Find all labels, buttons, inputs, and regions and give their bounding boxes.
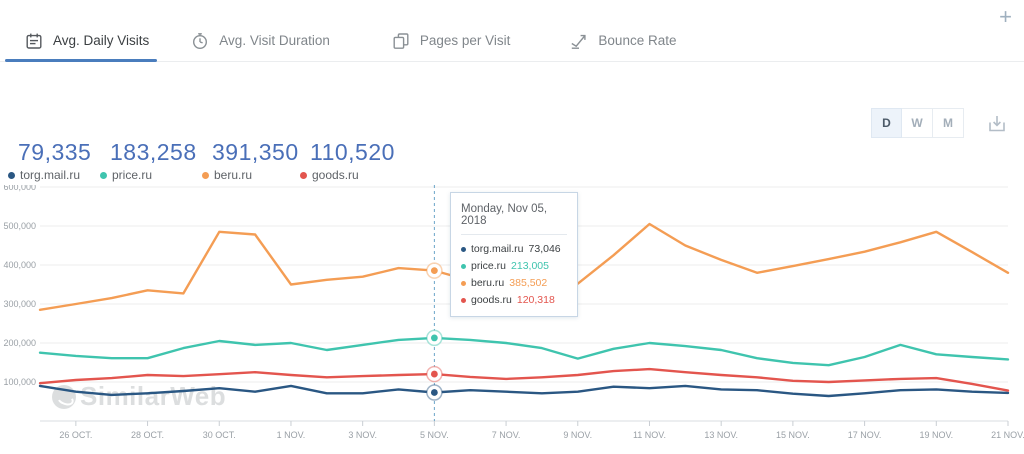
tooltip-value: 385,502 — [509, 277, 548, 289]
legend-dot — [202, 171, 209, 179]
series-line-goods.ru[interactable] — [38, 367, 1010, 392]
tooltip-dot — [461, 281, 466, 286]
metric-value: 391,350 — [212, 139, 299, 165]
x-axis-label: 28 OCT. — [131, 430, 164, 440]
watermark-text: SimilarWeb — [80, 381, 227, 411]
chart-tooltip: Monday, Nov 05, 2018 torg.mail.ru 73,046 … — [450, 192, 578, 317]
tooltip-site: beru.ru — [471, 277, 505, 289]
granularity-toggle: D W M — [871, 108, 964, 138]
legend-site: price.ru — [112, 168, 153, 182]
bounce-rate-icon — [570, 32, 588, 50]
tooltip-site: goods.ru — [471, 294, 512, 306]
x-axis-label: 15 NOV. — [776, 430, 810, 440]
tabbar-divider — [0, 61, 1024, 62]
x-axis-label: 5 NOV. — [420, 430, 449, 440]
legend-site: torg.mail.ru — [20, 168, 81, 182]
tooltip-row: torg.mail.ru 73,046 — [461, 241, 567, 258]
hover-marker-torg.mail.ru — [430, 389, 438, 396]
x-axis-label: 11 NOV. — [633, 430, 666, 440]
hover-marker-goods.ru — [430, 370, 438, 378]
metric-torg-mail-ru: 79,335 torg.mail.ru — [8, 139, 91, 182]
legend-dot — [8, 171, 15, 179]
metric-goods-ru: 110,520 goods.ru — [300, 139, 395, 182]
active-tab-underline — [5, 59, 157, 62]
legend-dot — [300, 171, 307, 179]
tooltip-value: 120,318 — [516, 294, 555, 306]
granularity-day-button[interactable]: D — [871, 108, 902, 138]
x-axis-label: 7 NOV. — [492, 430, 521, 440]
tab-label: Pages per Visit — [419, 33, 511, 48]
hover-marker-price.ru — [430, 334, 438, 342]
tab-avg-daily-visits[interactable]: Avg. Daily Visits — [25, 32, 149, 50]
x-axis-label: 21 NOV. — [991, 430, 1024, 440]
y-axis-label: 100,000 — [3, 377, 36, 387]
metric-beru-ru: 391,350 beru.ru — [202, 139, 299, 182]
x-axis-label: 19 NOV. — [919, 430, 953, 440]
legend-item[interactable]: price.ru — [100, 168, 197, 182]
tab-label: Bounce Rate — [598, 33, 677, 48]
tab-label: Avg. Visit Duration — [219, 33, 330, 48]
legend-item[interactable]: beru.ru — [202, 168, 299, 182]
legend-site: goods.ru — [312, 168, 359, 182]
y-axis-label: 200,000 — [3, 338, 36, 348]
metric-tabbar: Avg. Daily Visits Avg. Visit Duration Pa… — [0, 20, 1024, 61]
tab-avg-visit-duration[interactable]: Avg. Visit Duration — [191, 32, 330, 50]
series-line-price.ru[interactable] — [38, 336, 1010, 367]
metric-price-ru: 183,258 price.ru — [100, 139, 197, 182]
clock-icon — [191, 32, 209, 50]
similarweb-watermark: SimilarWeb — [52, 381, 226, 412]
tooltip-row: price.ru 213,005 — [461, 258, 567, 275]
y-axis-label: 600,000 — [3, 185, 36, 192]
download-button[interactable] — [984, 112, 1010, 136]
legend-dot — [100, 171, 107, 179]
tooltip-site: price.ru — [471, 260, 507, 272]
tooltip-date: Monday, Nov 05, 2018 — [461, 203, 548, 227]
x-axis-label: 3 NOV. — [348, 430, 377, 440]
x-axis-label: 1 NOV. — [277, 430, 306, 440]
calendar-icon — [25, 32, 43, 50]
y-axis-label: 500,000 — [3, 221, 36, 231]
tooltip-value: 213,005 — [511, 260, 549, 272]
tab-pages-per-visit[interactable]: Pages per Visit — [392, 32, 511, 50]
granularity-month-button[interactable]: M — [933, 108, 964, 138]
download-tray-icon — [989, 116, 1005, 132]
hover-marker-beru.ru — [430, 267, 438, 275]
tooltip-divider — [461, 234, 567, 235]
metric-value: 79,335 — [18, 139, 92, 165]
metric-value: 110,520 — [310, 139, 395, 165]
tooltip-dot — [461, 264, 466, 269]
tab-label: Avg. Daily Visits — [53, 33, 150, 48]
tooltip-row: goods.ru 120,318 — [461, 292, 567, 309]
legend-item[interactable]: torg.mail.ru — [8, 168, 91, 182]
tooltip-site: torg.mail.ru — [471, 243, 524, 255]
tooltip-dot — [461, 298, 466, 303]
x-axis-label: 17 NOV. — [848, 430, 882, 440]
x-axis-label: 26 OCT. — [59, 430, 92, 440]
x-axis-label: 30 OCT. — [203, 430, 236, 440]
tooltip-dot — [461, 247, 466, 252]
x-axis-label: 9 NOV. — [563, 430, 592, 440]
pages-icon — [392, 32, 410, 50]
y-axis-label: 300,000 — [3, 299, 36, 309]
series-line-torg.mail.ru[interactable] — [38, 384, 1010, 398]
tab-bounce-rate[interactable]: Bounce Rate — [570, 32, 676, 50]
tooltip-row: beru.ru 385,502 — [461, 275, 567, 292]
tooltip-value: 73,046 — [528, 243, 561, 255]
legend-item[interactable]: goods.ru — [300, 168, 395, 182]
y-axis-label: 400,000 — [3, 260, 36, 270]
x-axis-label: 13 NOV. — [704, 430, 738, 440]
granularity-week-button[interactable]: W — [902, 108, 933, 138]
metric-value: 183,258 — [110, 139, 197, 165]
legend-site: beru.ru — [214, 168, 253, 182]
add-metric-button[interactable]: + — [999, 4, 1012, 29]
